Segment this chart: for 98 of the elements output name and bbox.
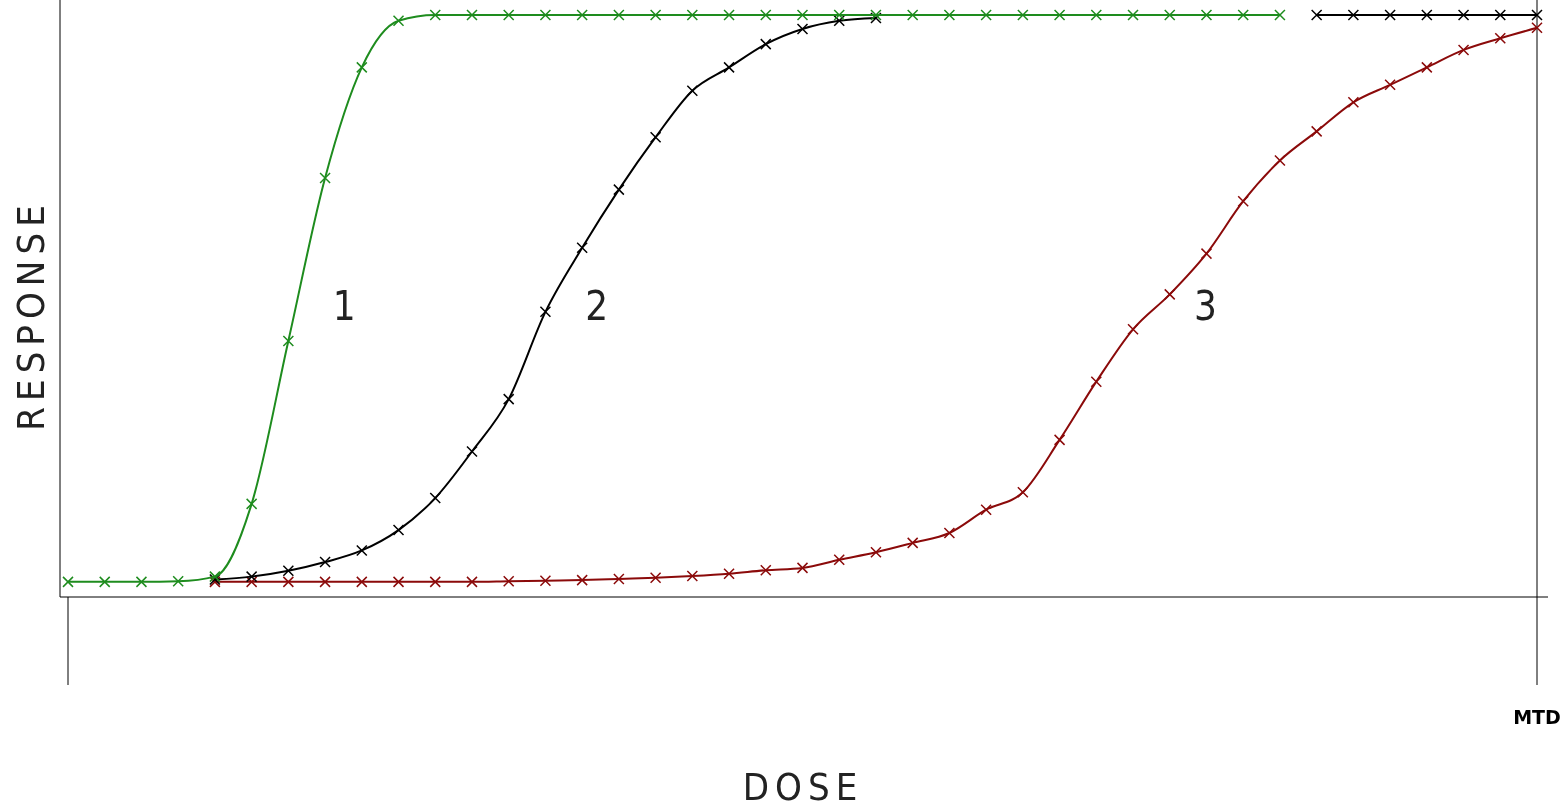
point	[1090, 9, 1103, 21]
point	[245, 498, 258, 510]
point	[466, 9, 478, 21]
point	[466, 445, 478, 458]
point	[980, 503, 992, 516]
point	[245, 576, 258, 588]
point	[1347, 9, 1360, 21]
point	[1017, 486, 1029, 498]
point	[760, 9, 772, 21]
point	[1200, 247, 1213, 260]
point	[429, 576, 441, 588]
series-label: 3	[1194, 283, 1217, 329]
point	[649, 572, 662, 584]
point	[319, 556, 331, 568]
text: MTD	[1513, 706, 1561, 728]
point	[392, 15, 405, 27]
point	[1310, 125, 1323, 138]
point	[1237, 9, 1249, 21]
series-label: 2	[585, 283, 609, 329]
point	[1531, 9, 1543, 21]
point	[1494, 32, 1507, 45]
point	[1531, 22, 1543, 34]
point	[429, 9, 441, 21]
point	[1457, 44, 1470, 56]
point	[539, 306, 552, 318]
point	[539, 574, 552, 587]
point	[613, 573, 625, 585]
point	[282, 335, 295, 347]
point	[502, 393, 515, 405]
point	[319, 576, 331, 588]
point	[1017, 9, 1029, 21]
point	[282, 565, 295, 577]
point	[1200, 9, 1213, 21]
point	[943, 527, 956, 539]
point	[1127, 9, 1139, 21]
point	[245, 570, 258, 583]
point	[1237, 195, 1249, 207]
point	[576, 574, 588, 586]
point	[1164, 9, 1176, 21]
point	[1274, 9, 1286, 21]
point	[392, 524, 405, 536]
point	[1384, 79, 1396, 91]
point	[429, 492, 441, 504]
point	[98, 576, 111, 588]
point	[1164, 288, 1176, 301]
point	[135, 576, 148, 588]
point	[1421, 61, 1433, 74]
point	[796, 9, 809, 21]
point	[943, 9, 956, 21]
point	[576, 9, 588, 21]
series-label: 1	[332, 283, 356, 329]
point	[686, 9, 699, 21]
point	[833, 15, 845, 27]
point	[392, 576, 405, 588]
point	[833, 554, 845, 566]
point	[1347, 96, 1360, 109]
point	[613, 9, 625, 21]
point	[502, 575, 515, 588]
point	[649, 131, 662, 143]
point	[906, 537, 919, 549]
point	[1053, 434, 1066, 446]
point	[356, 61, 368, 74]
point	[1053, 9, 1066, 21]
point	[1127, 323, 1139, 336]
point	[723, 9, 735, 21]
point	[980, 9, 992, 21]
point	[686, 570, 699, 582]
point	[576, 242, 588, 254]
point	[1457, 9, 1470, 21]
point	[356, 544, 368, 557]
point	[870, 546, 882, 558]
point	[282, 576, 295, 588]
point	[906, 9, 919, 21]
point	[1384, 9, 1396, 21]
point	[1090, 375, 1103, 388]
point	[833, 9, 845, 21]
point	[649, 9, 662, 21]
point	[1494, 9, 1507, 21]
point	[760, 38, 772, 50]
point	[723, 567, 735, 580]
x-axis-title: DOSE	[742, 765, 864, 804]
point	[319, 172, 331, 184]
point	[356, 576, 368, 588]
point	[796, 23, 809, 35]
point	[172, 575, 184, 588]
point	[62, 576, 74, 588]
point	[466, 576, 478, 588]
point	[1421, 9, 1433, 21]
point	[1274, 154, 1286, 167]
point	[723, 61, 735, 74]
point	[796, 562, 809, 574]
point	[1310, 9, 1323, 21]
y-axis-title: RESPONSE	[9, 199, 53, 431]
point	[613, 183, 625, 196]
point	[539, 9, 552, 21]
point	[760, 564, 772, 576]
point	[502, 9, 515, 21]
point	[686, 84, 699, 97]
